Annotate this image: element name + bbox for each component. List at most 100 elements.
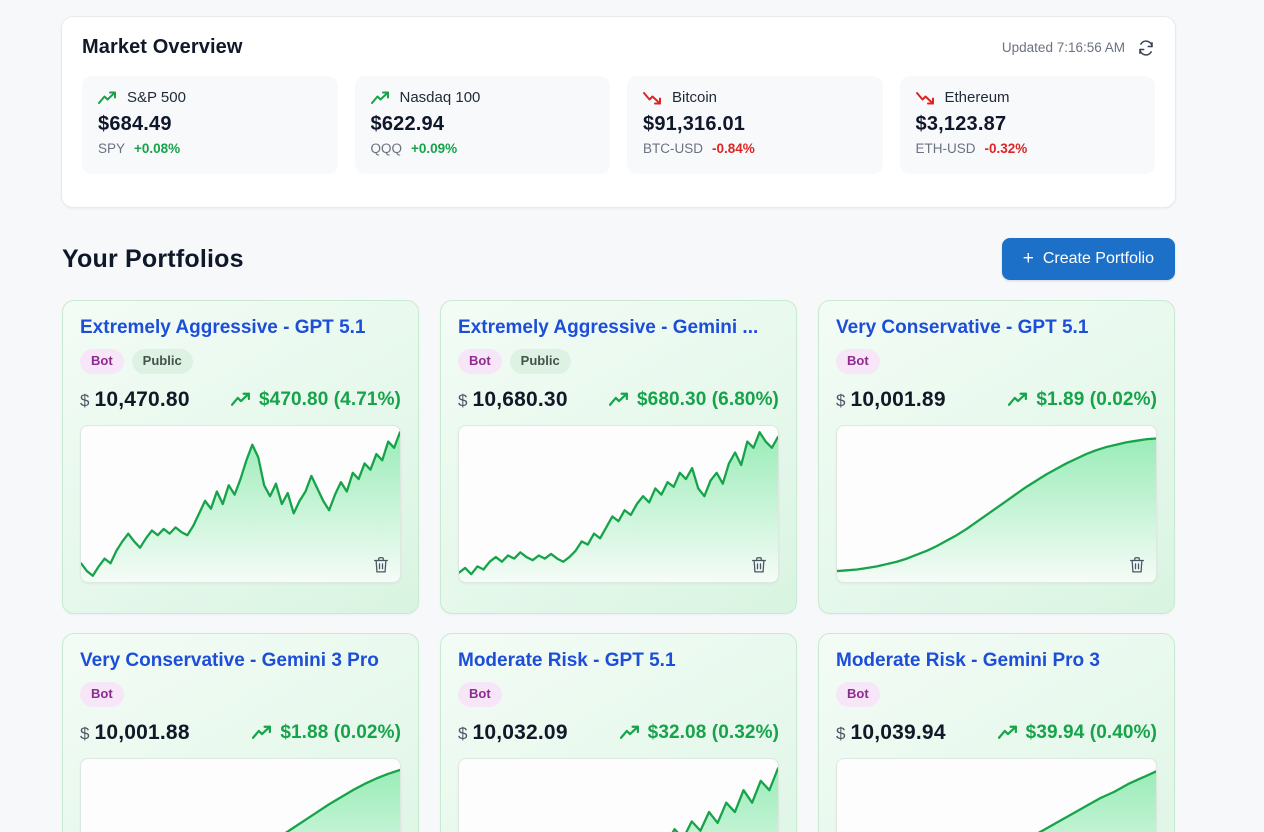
currency-symbol: $ [80, 390, 90, 410]
portfolio-card[interactable]: Moderate Risk - GPT 5.1 Bot $ 10,032.09 … [440, 633, 797, 832]
portfolios-heading: Your Portfolios [62, 244, 244, 273]
market-card: Bitcoin $91,316.01 BTC-USD -0.84% [627, 76, 883, 174]
refresh-icon[interactable] [1137, 39, 1155, 57]
badge-bot: Bot [80, 349, 124, 374]
portfolio-badges: Bot [836, 682, 1157, 707]
trending-up-icon [1008, 392, 1029, 407]
portfolio-chart [80, 424, 401, 583]
portfolio-chart [836, 424, 1157, 583]
portfolio-value: 10,680.30 [472, 387, 568, 411]
portfolios-header: Your Portfolios + Create Portfolio [62, 236, 1175, 282]
portfolio-change: $1.88 (0.02%) [280, 721, 401, 743]
portfolio-grid: Extremely Aggressive - GPT 5.1 Bot Public… [62, 300, 1175, 832]
trash-icon [1129, 556, 1145, 573]
market-overview-title: Market Overview [82, 36, 243, 58]
sparkline-chart [459, 759, 778, 832]
portfolio-title[interactable]: Moderate Risk - Gemini Pro 3 [836, 650, 1100, 671]
trending-up-icon [98, 91, 118, 105]
portfolio-chart [836, 757, 1157, 832]
portfolio-badges: Bot Public [458, 349, 779, 374]
portfolio-value: 10,001.88 [94, 720, 190, 744]
portfolio-change: $470.80 (4.71%) [259, 388, 401, 410]
trash-icon [751, 556, 767, 573]
currency-symbol: $ [836, 390, 846, 410]
portfolio-card[interactable]: Extremely Aggressive - Gemini ... Bot Pub… [440, 300, 797, 614]
portfolio-change: $1.89 (0.02%) [1036, 388, 1157, 410]
portfolio-badges: Bot [80, 682, 401, 707]
trending-up-icon [231, 392, 252, 407]
portfolio-card[interactable]: Extremely Aggressive - GPT 5.1 Bot Public… [62, 300, 419, 614]
market-overview-panel: Market Overview Updated 7:16:56 AM [61, 16, 1176, 208]
market-overview-header: Market Overview Updated 7:16:56 AM [82, 36, 1155, 59]
sparkline-chart [81, 759, 400, 832]
market-card: Ethereum $3,123.87 ETH-USD -0.32% [899, 76, 1155, 174]
trending-up-icon [609, 392, 630, 407]
trending-up-icon [252, 725, 273, 740]
portfolio-value: 10,001.89 [850, 387, 946, 411]
badge-public: Public [131, 349, 193, 374]
portfolio-title[interactable]: Extremely Aggressive - GPT 5.1 [80, 317, 366, 338]
market-name: S&P 500 [127, 89, 186, 106]
market-name: Ethereum [944, 89, 1010, 106]
market-name: Bitcoin [672, 89, 718, 106]
currency-symbol: $ [458, 390, 468, 410]
badge-bot: Bot [80, 682, 124, 707]
badge-bot: Bot [458, 682, 502, 707]
market-price: $3,123.87 [915, 113, 1007, 135]
sparkline-chart [459, 426, 778, 582]
market-change-percent: -0.84% [712, 141, 755, 156]
market-card: Nasdaq 100 $622.94 QQQ +0.09% [354, 76, 610, 174]
portfolio-title[interactable]: Very Conservative - GPT 5.1 [836, 317, 1089, 338]
portfolio-chart [80, 757, 401, 832]
portfolio-value: 10,039.94 [850, 720, 946, 744]
trending-up-icon [997, 725, 1019, 740]
portfolio-value: 10,032.09 [472, 720, 568, 744]
market-change-percent: +0.08% [134, 141, 181, 156]
delete-portfolio-button[interactable] [372, 555, 390, 575]
portfolio-badges: Bot [836, 349, 1157, 374]
market-card: S&P 500 $684.49 SPY +0.08% [82, 76, 338, 174]
sparkline-chart [837, 426, 1156, 582]
market-price: $684.49 [98, 113, 172, 135]
portfolio-chart [458, 424, 779, 583]
trash-icon [373, 556, 389, 573]
market-ticker: QQQ [370, 141, 403, 156]
portfolio-title[interactable]: Extremely Aggressive - Gemini ... [458, 317, 759, 338]
badge-bot: Bot [836, 349, 880, 374]
create-portfolio-label: Create Portfolio [1042, 250, 1154, 267]
portfolio-change: $680.30 (6.80%) [637, 388, 779, 410]
market-change-percent: +0.09% [411, 141, 458, 156]
trending-up-icon [619, 725, 641, 740]
portfolio-title[interactable]: Very Conservative - Gemini 3 Pro [80, 650, 379, 671]
currency-symbol: $ [836, 723, 846, 743]
market-ticker: BTC-USD [643, 141, 703, 156]
delete-portfolio-button[interactable] [1128, 555, 1146, 575]
market-updated-timestamp: Updated 7:16:56 AM [1001, 40, 1125, 55]
portfolio-card[interactable]: Very Conservative - GPT 5.1 Bot $ 10,001… [818, 300, 1175, 614]
portfolio-change: $32.08 (0.32%) [647, 721, 779, 743]
badge-bot: Bot [458, 349, 502, 374]
delete-portfolio-button[interactable] [750, 555, 768, 575]
sparkline-chart [81, 426, 400, 582]
portfolio-change: $39.94 (0.40%) [1025, 721, 1157, 743]
portfolio-value: 10,470.80 [94, 387, 190, 411]
portfolio-title[interactable]: Moderate Risk - GPT 5.1 [458, 650, 676, 671]
currency-symbol: $ [458, 723, 468, 743]
badge-bot: Bot [836, 682, 880, 707]
portfolio-badges: Bot Public [80, 349, 401, 374]
portfolio-badges: Bot [458, 682, 779, 707]
market-ticker: SPY [98, 141, 126, 156]
market-name: Nasdaq 100 [399, 89, 481, 106]
market-price: $622.94 [370, 113, 445, 135]
trending-up-icon [370, 91, 391, 105]
market-change-percent: -0.32% [984, 141, 1028, 156]
market-price: $91,316.01 [643, 113, 746, 135]
create-portfolio-button[interactable]: + Create Portfolio [1001, 238, 1175, 280]
portfolio-chart [458, 757, 779, 832]
trending-down-icon [915, 91, 936, 105]
portfolio-card[interactable]: Very Conservative - Gemini 3 Pro Bot $ 1… [62, 633, 419, 832]
market-cards-row: S&P 500 $684.49 SPY +0.08% Nasdaq 100 $6… [82, 76, 1155, 174]
market-ticker: ETH-USD [915, 141, 976, 156]
sparkline-chart [837, 759, 1156, 832]
portfolio-card[interactable]: Moderate Risk - Gemini Pro 3 Bot $ 10,03… [818, 633, 1175, 832]
